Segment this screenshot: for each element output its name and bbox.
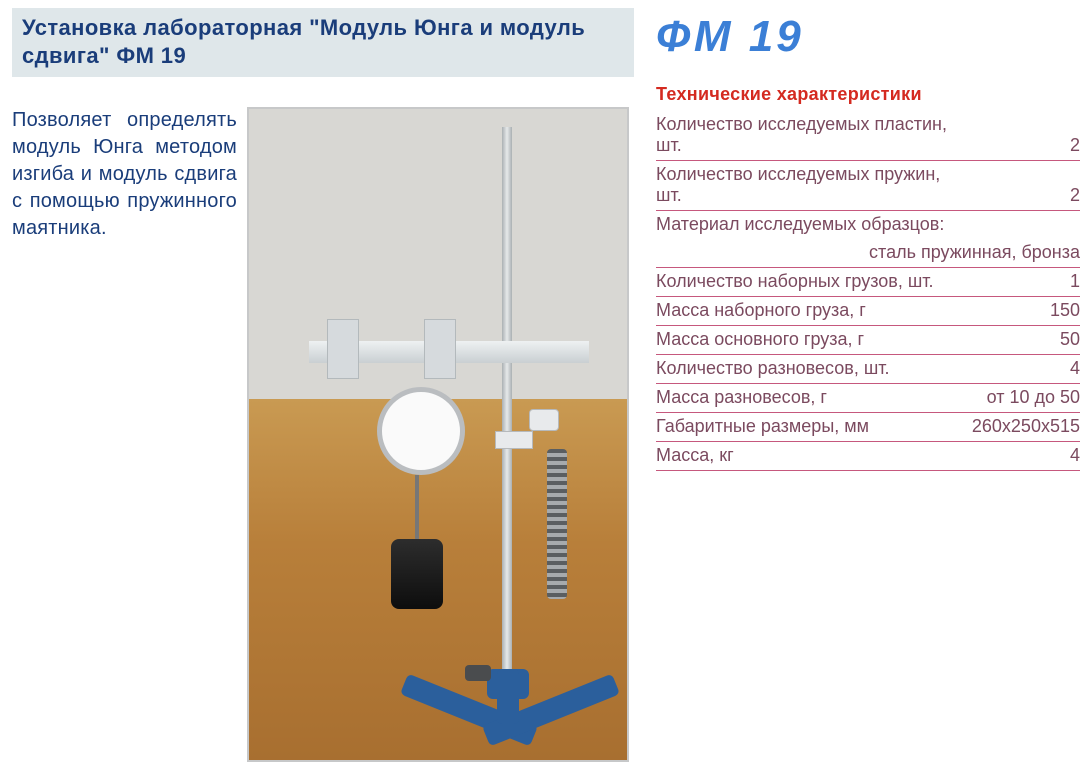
spec-value: 1 [966, 268, 1080, 297]
weight-rod [415, 475, 419, 545]
spec-label: Количество исследуемых пружин, шт. [656, 161, 966, 211]
spec-label: Материал исследуемых образцов: [656, 211, 966, 240]
base-leg [497, 669, 519, 724]
product-photo [247, 107, 629, 762]
stand-rod [502, 127, 512, 707]
spec-value: 260х250х515 [966, 413, 1080, 442]
spec-label: Масса наборного груза, г [656, 297, 966, 326]
specs-heading: Технические характеристики [656, 84, 1080, 105]
clamp-right [424, 319, 456, 379]
model-code: ФМ 19 [656, 12, 1080, 62]
spec-label: Масса разновесов, г [656, 384, 966, 413]
spec-row: Материал исследуемых образцов: [656, 211, 1080, 240]
hanging-spring [547, 449, 567, 599]
spec-row: Масса наборного груза, г150 [656, 297, 1080, 326]
spec-row: Масса разновесов, гот 10 до 50 [656, 384, 1080, 413]
spring-holder [495, 431, 533, 449]
left-column: Установка лабораторная "Модуль Юнга и мо… [12, 8, 634, 750]
page-layout: Установка лабораторная "Модуль Юнга и мо… [0, 0, 1092, 762]
spec-value: 4 [966, 442, 1080, 471]
spec-row: сталь пружинная, бронза [656, 239, 1080, 268]
spec-value: сталь пружинная, бронза [656, 239, 1080, 268]
spec-value: 4 [966, 355, 1080, 384]
spec-label: Количество разновесов, шт. [656, 355, 966, 384]
spec-row: Масса основного груза, г50 [656, 326, 1080, 355]
spec-row: Количество наборных грузов, шт.1 [656, 268, 1080, 297]
spec-row: Габаритные размеры, мм260х250х515 [656, 413, 1080, 442]
dial-gauge [377, 387, 465, 475]
wing-nut [465, 665, 491, 681]
spec-row: Масса, кг4 [656, 442, 1080, 471]
specs-table: Количество исследуемых пластин, шт.2Коли… [656, 111, 1080, 471]
spec-value: 2 [966, 111, 1080, 161]
content-row: Позволяет определять модуль Юнга методом… [12, 107, 634, 762]
spec-row: Количество исследуемых пружин, шт.2 [656, 161, 1080, 211]
spec-label: Масса основного груза, г [656, 326, 966, 355]
page-title: Установка лабораторная "Модуль Юнга и мо… [22, 14, 624, 69]
spec-value: 150 [966, 297, 1080, 326]
spec-value: от 10 до 50 [966, 384, 1080, 413]
spec-value: 2 [966, 161, 1080, 211]
right-column: ФМ 19 Технические характеристики Количес… [656, 8, 1080, 750]
title-bar: Установка лабораторная "Модуль Юнга и мо… [12, 8, 634, 77]
adjust-knob [529, 409, 559, 431]
spec-label: Габаритные размеры, мм [656, 413, 966, 442]
spec-value: 50 [966, 326, 1080, 355]
spec-label: Количество исследуемых пластин, шт. [656, 111, 966, 161]
spec-label: Масса, кг [656, 442, 966, 471]
spec-row: Количество разновесов, шт.4 [656, 355, 1080, 384]
description-text: Позволяет определять модуль Юнга методом… [12, 107, 237, 762]
clamp-left [327, 319, 359, 379]
spec-value [966, 211, 1080, 240]
spec-label: Количество наборных грузов, шт. [656, 268, 966, 297]
hanging-weight [391, 539, 443, 609]
spec-row: Количество исследуемых пластин, шт.2 [656, 111, 1080, 161]
